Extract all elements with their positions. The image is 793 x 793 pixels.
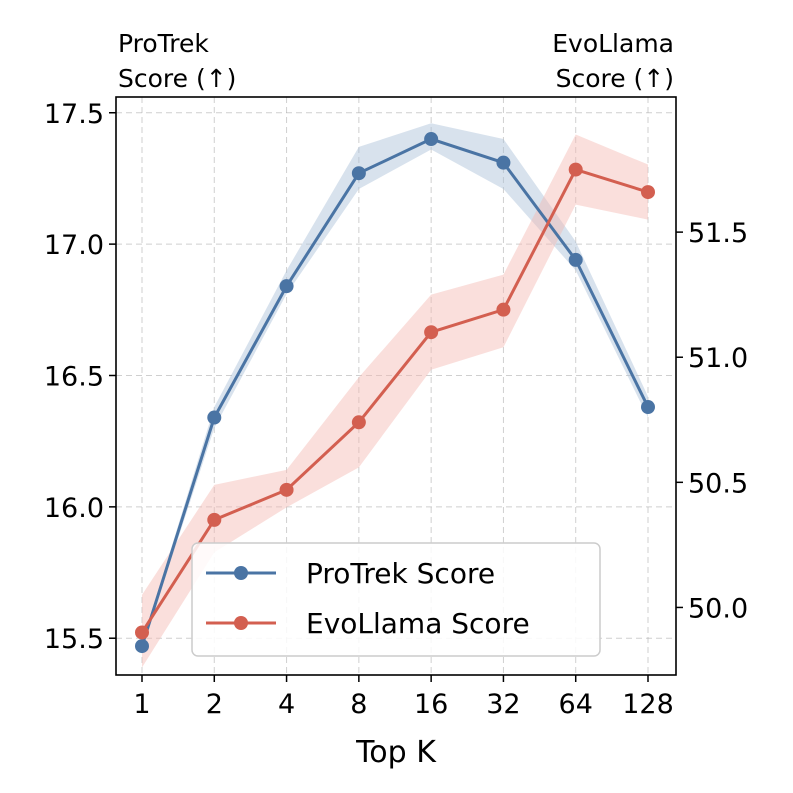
right-tick-label: 50.5 bbox=[688, 468, 748, 499]
plot-frame bbox=[115, 96, 677, 676]
left-tick-label: 16.0 bbox=[44, 493, 104, 524]
evollama-score-point bbox=[135, 625, 149, 640]
evollama-score-point bbox=[568, 162, 583, 177]
band-layer bbox=[142, 123, 648, 668]
x-tick-label: 4 bbox=[278, 689, 295, 720]
x-tick-label: 64 bbox=[559, 689, 593, 720]
right-tick-label: 51.0 bbox=[688, 343, 748, 374]
protrek-score-point bbox=[135, 639, 149, 654]
x-tick-label: 32 bbox=[486, 689, 520, 720]
legend-marker-evollama bbox=[234, 616, 248, 630]
evollama-score-point bbox=[424, 325, 439, 340]
protrek-score-point bbox=[351, 166, 366, 181]
x-axis-title: Top K bbox=[355, 735, 437, 770]
right-tick-label: 50.0 bbox=[688, 593, 748, 624]
right-tick-label: 51.5 bbox=[688, 218, 748, 249]
tick-layer: 1 2 4 8 16 32 64 128 15.5 16.0 16.5 17.0 17.5 50.0 50.… bbox=[44, 99, 748, 720]
left-tick-label: 15.5 bbox=[44, 624, 104, 655]
legend-marker-protrek bbox=[234, 566, 248, 580]
legend-label-protrek: ProTrek Score bbox=[306, 557, 495, 590]
protrek-score-line bbox=[140, 137, 650, 647]
protrek-score-point bbox=[641, 400, 655, 415]
right-axis-title-line2: Score (↑) bbox=[556, 64, 674, 93]
line-layer bbox=[140, 137, 650, 647]
x-tick-label: 16 bbox=[414, 689, 448, 720]
evollama-score-point bbox=[351, 415, 366, 430]
protrek-score-point bbox=[568, 252, 583, 267]
right-axis-title-line1: EvoLlama bbox=[552, 29, 674, 58]
protrek-score-point bbox=[279, 279, 294, 294]
left-tick-label: 17.5 bbox=[44, 99, 104, 130]
evollama-score-band bbox=[142, 134, 648, 668]
legend-box bbox=[191, 542, 601, 657]
protrek-score-point bbox=[424, 132, 439, 147]
evollama-score-point bbox=[496, 302, 511, 317]
evollama-score-point bbox=[207, 512, 222, 527]
x-tick-label: 1 bbox=[133, 689, 150, 720]
legend-label-evollama: EvoLlama Score bbox=[306, 607, 530, 640]
protrek-score-point bbox=[496, 155, 511, 170]
evollama-score-point bbox=[279, 482, 294, 497]
x-tick-label: 2 bbox=[206, 689, 223, 720]
x-tick-label: 128 bbox=[622, 689, 674, 720]
evollama-score-line bbox=[140, 167, 649, 634]
evollama-score-point bbox=[641, 185, 655, 200]
left-axis-title-line1: ProTrek bbox=[118, 29, 209, 58]
protrek-score-point bbox=[207, 410, 222, 425]
left-axis-title-line2: Score (↑) bbox=[118, 64, 236, 93]
left-tick-label: 16.5 bbox=[44, 361, 104, 392]
x-tick-label: 8 bbox=[350, 689, 367, 720]
point-layer bbox=[135, 132, 655, 654]
legend: ProTrek Score EvoLlama Score bbox=[191, 542, 601, 657]
left-tick-label: 17.0 bbox=[44, 230, 104, 261]
